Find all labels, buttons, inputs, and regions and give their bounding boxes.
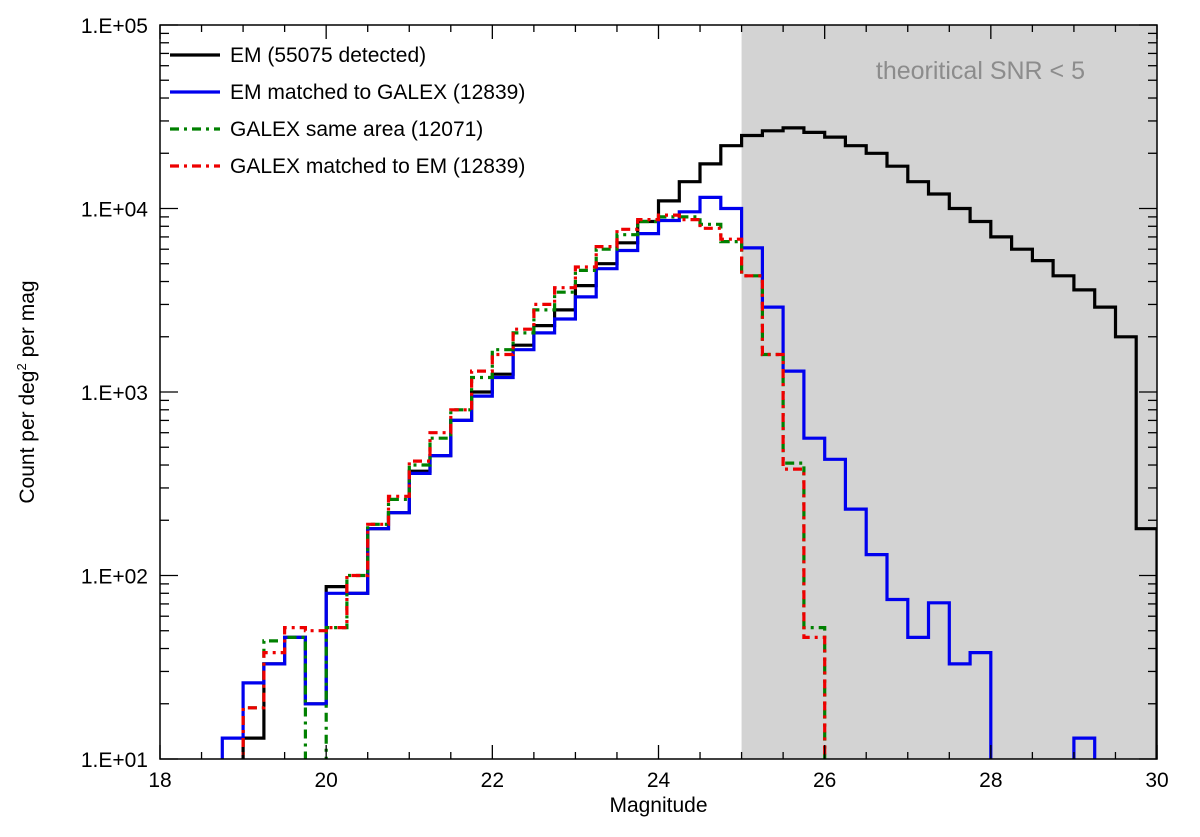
y-tick-label: 1.E+05 [81, 15, 148, 38]
y-tick-label: 1.E+02 [81, 566, 148, 589]
x-tick-label: 26 [813, 769, 836, 792]
legend-label-1: EM matched to GALEX (12839) [230, 81, 525, 104]
legend-label-0: EM (55075 detected) [230, 44, 426, 67]
x-tick-label: 20 [314, 769, 337, 792]
legend-label-2: GALEX same area (12071) [230, 118, 483, 141]
x-tick-label: 18 [148, 769, 171, 792]
x-axis-title: Magnitude [609, 794, 707, 817]
y-tick-label: 1.E+04 [81, 199, 148, 222]
y-axis-title-part1: Count per deg [16, 371, 39, 504]
y-axis-title: Count per deg2 per mag [14, 280, 39, 503]
x-tick-label: 28 [979, 769, 1002, 792]
y-axis-title-part2: per mag [16, 280, 39, 363]
snr-region-label: theoritical SNR < 5 [876, 57, 1085, 85]
y-tick-label: 1.E+03 [81, 382, 148, 405]
y-axis-title-superscript: 2 [14, 363, 29, 370]
legend-label-3: GALEX matched to EM (12839) [230, 155, 525, 178]
series-line-3 [241, 213, 827, 759]
x-tick-label: 24 [647, 769, 671, 792]
x-tick-label: 30 [1145, 769, 1168, 792]
y-tick-label: 1.E+01 [81, 749, 148, 772]
x-tick-label: 22 [481, 769, 504, 792]
